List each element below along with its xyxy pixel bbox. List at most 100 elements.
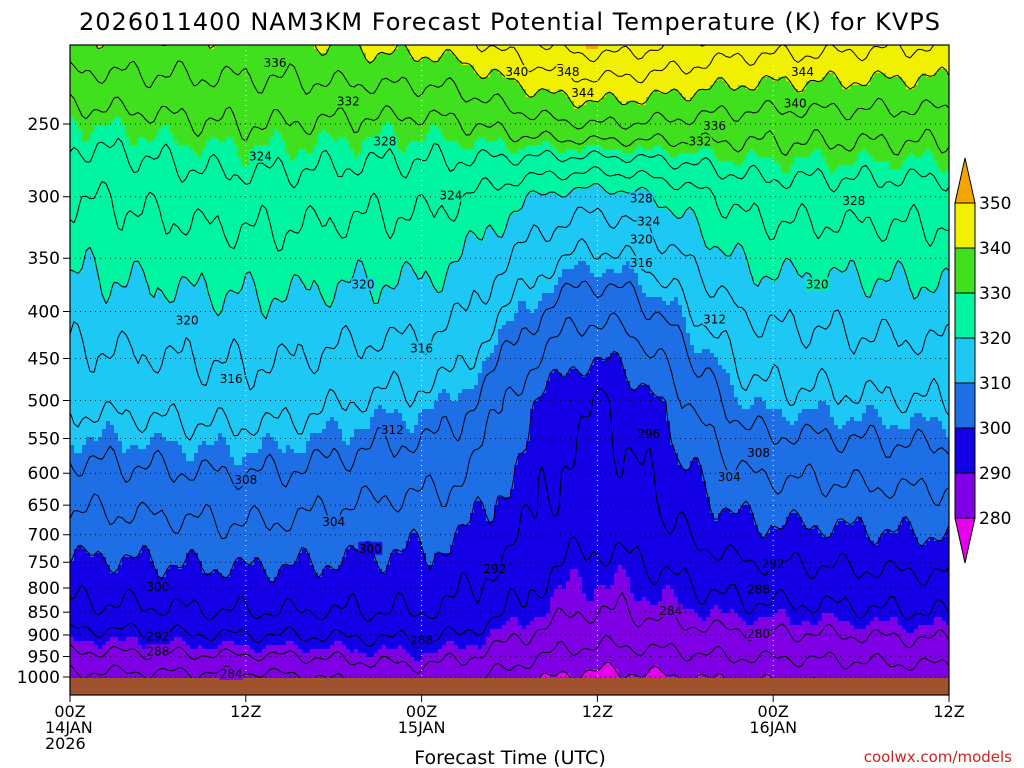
ytick-label-700: 700 — [28, 526, 60, 546]
fill-cell — [254, 277, 295, 282]
fill-cell — [342, 561, 379, 566]
contour-332 — [70, 93, 949, 156]
fill-cell — [438, 397, 451, 402]
fill-cell — [526, 441, 671, 446]
fill-cell — [70, 45, 99, 50]
fill-cell — [666, 401, 739, 406]
fill-cell — [498, 333, 691, 338]
fill-cell — [570, 577, 583, 582]
fill-cell — [422, 409, 531, 414]
fill-cell — [742, 161, 779, 166]
fill-cell — [402, 269, 415, 274]
fill-cell — [74, 449, 83, 454]
fill-cell — [698, 457, 949, 462]
fill-cell — [742, 245, 949, 250]
fill-cell — [754, 517, 787, 522]
fill-cell — [586, 45, 599, 50]
fill-cell — [810, 621, 819, 626]
fill-cell — [674, 449, 949, 454]
fill-cell — [82, 133, 91, 138]
fill-cell — [154, 137, 175, 142]
contour-label-bg — [570, 86, 595, 100]
fill-cell — [94, 553, 103, 558]
fill-cell — [870, 537, 879, 542]
fill-cell — [666, 405, 743, 410]
fill-cell — [666, 301, 671, 306]
fill-cell — [322, 297, 335, 302]
fill-cell — [786, 613, 823, 618]
contour-label-bg — [629, 232, 654, 246]
fill-cell — [766, 401, 819, 406]
fill-cell — [882, 421, 911, 426]
fill-cell — [242, 289, 259, 294]
fill-cell — [634, 189, 647, 194]
fill-cell — [594, 593, 635, 598]
fill-cell — [330, 645, 347, 650]
fill-cell — [474, 69, 491, 74]
fill-cell — [70, 109, 949, 114]
fill-cell — [466, 645, 479, 650]
fill-cell — [450, 549, 949, 554]
fill-cell — [694, 609, 711, 614]
fill-cell — [70, 573, 159, 578]
fill-cell — [782, 265, 795, 270]
fill-cell — [70, 293, 103, 298]
fill-cell — [154, 293, 163, 298]
fill-cell — [738, 401, 755, 406]
fill-cell — [530, 621, 747, 626]
fill-cell — [582, 673, 619, 678]
fill-cell — [686, 325, 949, 330]
contour-label: 320 — [629, 232, 654, 247]
fill-cell — [546, 385, 631, 390]
fill-cell — [794, 161, 827, 166]
fill-cell — [74, 557, 107, 562]
fill-cell — [738, 509, 751, 514]
fill-cell — [202, 561, 235, 566]
fill-cell — [618, 669, 651, 674]
fill-cell — [870, 81, 907, 86]
ytick-label-650: 650 — [28, 496, 60, 516]
fill-cell — [582, 589, 595, 594]
ytick-label-250: 250 — [28, 115, 60, 135]
fill-cell — [538, 301, 667, 306]
fill-cell — [318, 137, 335, 142]
fill-cell — [434, 553, 949, 558]
fill-cell — [70, 329, 499, 334]
fill-cell — [790, 513, 799, 518]
contour-label-bg — [702, 312, 727, 326]
fill-cell — [398, 137, 427, 142]
fill-cell — [326, 301, 335, 306]
fill-cell — [106, 561, 123, 566]
fill-cell — [314, 565, 327, 570]
fill-cell — [378, 565, 387, 570]
fill-cell — [282, 565, 315, 570]
fill-cell — [214, 441, 227, 446]
fill-cell — [230, 453, 247, 458]
fill-cell — [718, 157, 747, 162]
contour-label-bg — [248, 149, 273, 163]
fill-cell — [302, 549, 307, 554]
contour-344 — [475, 45, 949, 84]
fill-cell — [450, 393, 459, 398]
fill-cell — [414, 657, 423, 662]
fill-cell — [334, 293, 371, 298]
fill-cell — [902, 265, 949, 270]
fill-cell — [498, 233, 503, 238]
fill-cell — [586, 597, 595, 602]
fill-cell — [822, 285, 863, 290]
fill-cell — [254, 649, 263, 654]
fill-cell — [454, 537, 871, 542]
fill-cell — [858, 153, 871, 158]
fill-cell — [342, 429, 355, 434]
fill-cell — [694, 349, 703, 354]
fill-cell — [70, 553, 75, 558]
fill-cell — [630, 261, 747, 266]
fill-cell — [486, 509, 495, 514]
fill-cell — [498, 497, 711, 502]
fill-cell — [830, 273, 859, 278]
fill-cell — [406, 145, 463, 150]
fill-cell — [234, 141, 271, 146]
fill-cell — [130, 141, 139, 146]
fill-cell — [550, 141, 949, 146]
